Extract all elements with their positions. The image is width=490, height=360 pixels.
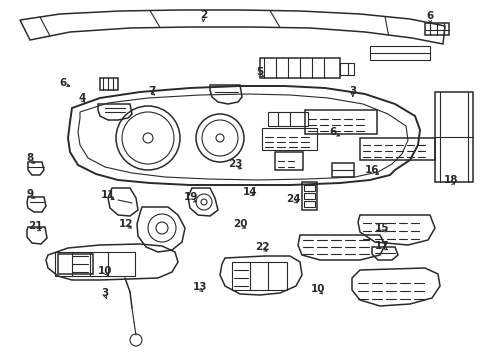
Text: 17: 17 [375,240,390,251]
Bar [55,252,135,276]
Text: 3: 3 [349,86,356,96]
Text: 21: 21 [28,221,43,231]
Bar [262,128,317,150]
Bar [435,92,473,182]
Bar [302,182,317,210]
Text: 23: 23 [228,159,243,169]
Text: 10: 10 [98,266,113,276]
Text: 3: 3 [102,288,109,298]
Bar [58,254,93,274]
Text: 12: 12 [119,219,134,229]
Text: 5: 5 [256,67,263,77]
Text: 7: 7 [148,86,156,96]
Bar [304,193,315,199]
Text: 16: 16 [365,165,380,175]
Bar [370,46,430,60]
Text: 14: 14 [243,186,257,197]
Text: 9: 9 [27,189,34,199]
Text: 15: 15 [375,222,390,233]
Bar [232,262,287,290]
Text: 6: 6 [427,11,434,21]
Text: 11: 11 [100,190,115,200]
Text: 24: 24 [286,194,300,204]
Text: 4: 4 [78,93,86,103]
Text: 6: 6 [59,78,66,88]
Text: 8: 8 [27,153,34,163]
Bar [360,138,435,160]
Text: 18: 18 [443,175,458,185]
Text: 20: 20 [233,219,247,229]
Bar [332,163,354,177]
Text: 6: 6 [330,127,337,138]
Text: 22: 22 [255,242,270,252]
Text: 10: 10 [311,284,326,294]
Bar [425,23,449,35]
Bar [305,110,377,134]
Text: 19: 19 [184,192,198,202]
Text: 2: 2 [200,10,207,20]
Bar [340,63,354,75]
Bar [304,201,315,207]
Bar [268,112,308,126]
Bar [304,185,315,191]
Bar [275,152,303,170]
Text: 13: 13 [193,282,207,292]
Bar [260,58,340,78]
Bar [100,78,118,90]
